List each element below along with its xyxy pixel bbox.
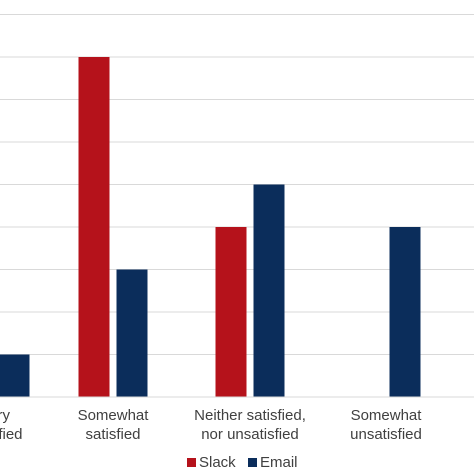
- legend: Slack Email: [187, 454, 298, 471]
- legend-swatch-slack: [187, 458, 196, 467]
- bar-slack-1: [78, 57, 110, 397]
- x-tick-label: Somewhat unsatisfied: [350, 407, 422, 443]
- bar-email-3: [389, 227, 421, 397]
- bars: [0, 57, 421, 397]
- bar-email-1: [116, 269, 148, 397]
- legend-label-slack: Slack: [199, 454, 236, 471]
- x-tick-label: Neither satisfied, nor unsatisfied: [194, 407, 306, 443]
- legend-label-email: Email: [260, 454, 298, 471]
- legend-swatch-email: [248, 458, 257, 467]
- bar-slack-2: [215, 227, 247, 397]
- bar-email-0: [0, 354, 30, 397]
- bar-email-2: [253, 184, 285, 397]
- x-tick-label: Verysatisfied: [0, 407, 23, 443]
- x-tick-label: Somewhat satisfied: [78, 407, 150, 443]
